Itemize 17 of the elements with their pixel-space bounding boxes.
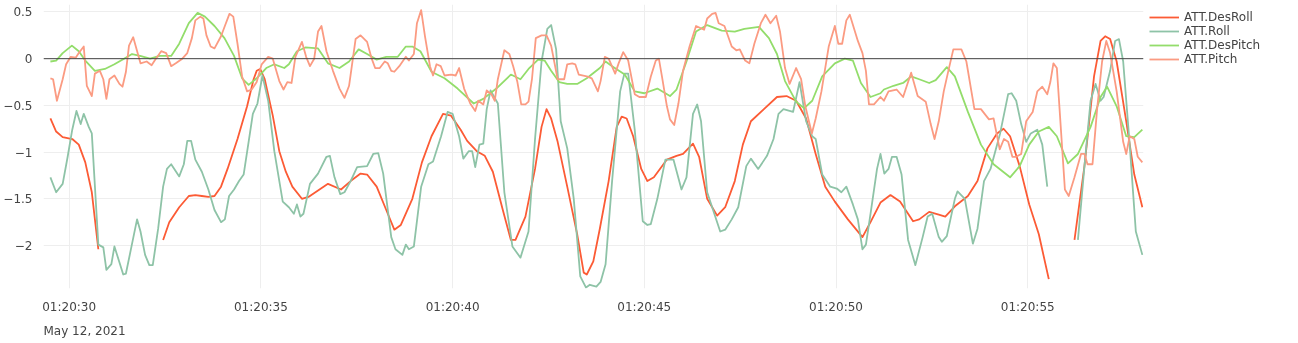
legend-label: ATT.DesPitch [1184, 38, 1261, 52]
text: May 12, 2021 [43, 323, 126, 338]
legend-label: ATT.DesRoll [1184, 10, 1253, 24]
legend-label: ATT.Roll [1184, 24, 1230, 38]
x-tick-label: 01:20:35 [233, 299, 288, 314]
y-tick-label: −1 [14, 145, 33, 160]
x-tick-label: 01:20:40 [425, 299, 480, 314]
y-tick-label: −2 [14, 239, 33, 254]
y-tick-label: 0 [24, 52, 33, 67]
y-tick-label: −1.5 [3, 192, 33, 207]
x-tick-label: 01:20:55 [1000, 299, 1055, 314]
legend-label: ATT.Pitch [1184, 52, 1238, 66]
x-tick-label: 01:20:45 [617, 299, 672, 314]
x-tick-label: 01:20:50 [809, 299, 863, 314]
y-tick-label: −0.5 [3, 98, 33, 113]
y-tick-label: 0.5 [13, 5, 33, 20]
x-tick-label: 01:20:30 [42, 299, 97, 314]
